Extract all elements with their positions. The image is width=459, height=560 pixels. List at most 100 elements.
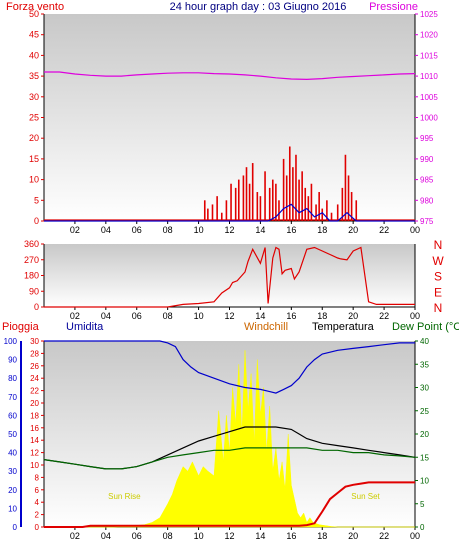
rain-axis-tick-label: 30	[30, 337, 39, 346]
humidity-axis-tick-label: 70	[8, 393, 17, 402]
direction-panel-x-tick-label: 08	[163, 311, 173, 321]
temp-axis-tick-label: 20	[420, 430, 429, 439]
wind-panel-plot-area	[44, 14, 415, 221]
direction-panel-x-tick-label: 14	[255, 311, 265, 321]
pressure-label: Pressione	[369, 1, 418, 13]
legend-dew-point: Dew Point (°C	[392, 321, 459, 333]
temp-panel-x-tick-label: 08	[163, 531, 173, 541]
wind-force-label: Forza vento	[6, 1, 64, 13]
temp-panel-x-tick-label: 10	[194, 531, 204, 541]
humidity-axis-tick-label: 50	[8, 430, 17, 439]
temp-panel-x-tick-label: 22	[379, 531, 389, 541]
humidity-axis-tick-label: 0	[13, 523, 18, 532]
wind-panel-x-tick-label: 18	[317, 225, 327, 235]
temp-panel-x-tick-label: 12	[224, 531, 234, 541]
legend-rain: Pioggia	[2, 321, 40, 333]
temp-panel-x-tick-label: 14	[255, 531, 265, 541]
compass-label: E	[434, 285, 442, 299]
wind-panel-x-tick-label: 12	[224, 225, 234, 235]
legend-temperature: Temperatura	[312, 321, 375, 333]
legend-humidity: Umidita	[66, 321, 104, 333]
humidity-axis-tick-label: 60	[8, 411, 17, 420]
pressure-axis-tick-label: 1010	[420, 72, 438, 81]
sunset-annotation: Sun Set	[351, 492, 380, 501]
wind-panel-x-tick-label: 00	[410, 225, 420, 235]
direction-panel-x-tick-label: 12	[224, 311, 234, 321]
sunrise-annotation: Sun Rise	[108, 492, 141, 501]
wind-axis-tick-label: 30	[29, 92, 39, 102]
rain-axis-tick-label: 20	[30, 399, 39, 408]
legend-windchill: Windchill	[244, 321, 288, 333]
direction-axis-tick-label: 360	[24, 239, 39, 249]
rain-axis-tick-label: 18	[30, 411, 39, 420]
chart-title: 24 hour graph day : 03 Giugno 2016	[170, 1, 347, 13]
rain-axis-tick-label: 2	[35, 511, 40, 520]
rain-axis-tick-label: 24	[30, 374, 39, 383]
gust-line	[44, 203, 415, 222]
wind-panel-x-tick-label: 08	[163, 225, 173, 235]
temp-axis-tick-label: 30	[420, 384, 429, 393]
humidity-axis-tick-label: 80	[8, 374, 17, 383]
pressure-line	[44, 71, 416, 81]
compass-label: N	[434, 238, 443, 252]
temp-panel-x-tick-label: 18	[317, 531, 327, 541]
rain-axis-tick-label: 0	[35, 523, 40, 532]
humidity-axis-tick-label: 20	[8, 486, 17, 495]
humidity-axis-tick-label: 100	[4, 337, 18, 346]
rain-axis-tick-label: 28	[30, 349, 39, 358]
wind-axis-tick-label: 35	[29, 71, 39, 81]
rain-axis-tick-label: 10	[30, 461, 39, 470]
humidity-axis-tick-label: 30	[8, 467, 17, 476]
direction-panel-x-tick-label: 10	[194, 311, 204, 321]
humidity-axis-tick-label: 40	[8, 449, 17, 458]
direction-axis-tick-label: 90	[29, 286, 39, 296]
temp-axis-tick-label: 25	[420, 407, 429, 416]
temp-axis-tick-label: 5	[420, 500, 425, 509]
direction-axis-tick-label: 180	[24, 271, 39, 281]
wind-axis-tick-label: 15	[29, 154, 39, 164]
pressure-axis-tick-label: 1025	[420, 10, 438, 19]
direction-panel-x-tick-label: 20	[348, 311, 358, 321]
wind-panel-x-tick-label: 14	[255, 225, 265, 235]
wind-axis-tick-label: 0	[34, 216, 39, 226]
pressure-axis-tick-label: 1000	[420, 114, 438, 123]
solar-radiation-area	[44, 350, 415, 528]
humidity-axis-tick-label: 90	[8, 356, 17, 365]
pressure-axis-tick-label: 985	[420, 176, 434, 185]
pressure-axis-tick-label: 1015	[420, 51, 438, 60]
direction-axis-tick-label: 0	[34, 302, 39, 312]
wind-axis-tick-label: 5	[34, 195, 39, 205]
rain-axis-tick-label: 22	[30, 387, 39, 396]
pressure-axis-tick-label: 975	[420, 217, 434, 226]
temp-axis-tick-label: 15	[420, 453, 429, 462]
temp-panel-x-tick-label: 04	[101, 531, 111, 541]
rain-axis-tick-label: 16	[30, 424, 39, 433]
rain-axis-tick-label: 4	[35, 498, 40, 507]
wind-panel-x-tick-label: 04	[101, 225, 111, 235]
wind-direction-line	[44, 246, 415, 308]
temp-panel-x-tick-label: 16	[286, 531, 296, 541]
pressure-axis-tick-label: 1005	[420, 93, 438, 102]
humidity-line	[44, 340, 415, 394]
compass-label: S	[434, 270, 442, 284]
compass-label: N	[434, 301, 443, 315]
wind-axis-tick-label: 40	[29, 50, 39, 60]
pressure-axis-tick-label: 980	[420, 196, 434, 205]
humidity-axis-tick-label: 10	[8, 504, 17, 513]
temp-axis-tick-label: 10	[420, 477, 429, 486]
direction-panel-x-tick-label: 04	[101, 311, 111, 321]
direction-panel-x-tick-label: 22	[379, 311, 389, 321]
direction-panel-x-tick-label: 02	[70, 311, 80, 321]
rain-axis-tick-label: 14	[30, 436, 39, 445]
temp-panel-x-tick-label: 00	[410, 531, 420, 541]
wind-panel-x-tick-label: 16	[286, 225, 296, 235]
rain-axis-tick-label: 6	[35, 486, 40, 495]
dew-point-line	[43, 447, 416, 470]
wind-axis-tick-label: 10	[29, 175, 39, 185]
temp-axis-tick-label: 40	[420, 337, 429, 346]
temp-axis-tick-label: 0	[420, 523, 425, 532]
wind-panel-x-tick-label: 20	[348, 225, 358, 235]
compass-label: W	[432, 254, 444, 268]
wind-axis-tick-label: 20	[29, 133, 39, 143]
